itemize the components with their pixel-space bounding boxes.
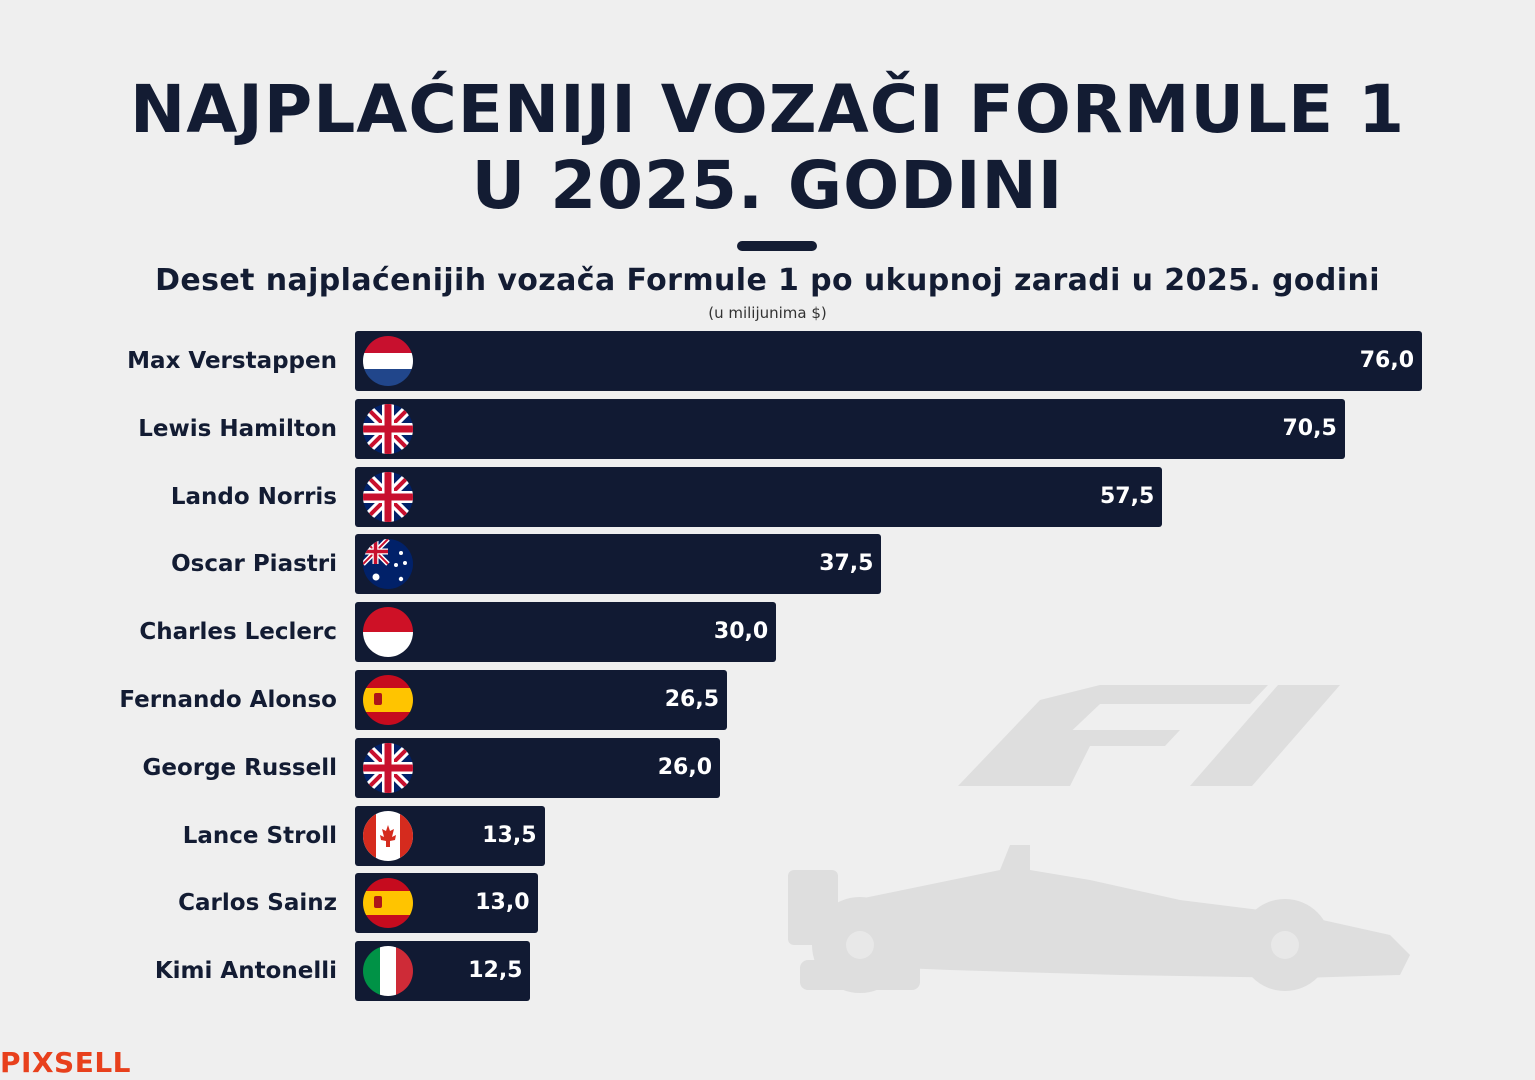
bar: 70,5 [355, 398, 1345, 459]
driver-label: Oscar Piastri [171, 551, 337, 578]
italy-flag-icon [363, 946, 413, 997]
bar: 76,0 [355, 331, 1422, 391]
driver-label: Kimi Antonelli [154, 958, 337, 985]
bar: 13,0 [355, 873, 538, 934]
bar: 26,5 [355, 670, 728, 730]
bar-value-label: 26,5 [664, 687, 720, 712]
driver-label: Lewis Hamilton [138, 415, 337, 442]
title-divider [737, 241, 817, 251]
driver-label: Max Verstappen [127, 348, 337, 374]
driver-label: Fernando Alonso [119, 687, 337, 713]
bar: 37,5 [355, 534, 882, 595]
title-line-2: U 2025. GODINI [471, 147, 1064, 224]
bar-value-label: 57,5 [1099, 483, 1155, 509]
driver-label: Carlos Sainz [178, 890, 337, 917]
driver-label: George Russell [142, 754, 337, 781]
driver-label: Lance Stroll [182, 822, 337, 849]
monaco-flag-icon [363, 607, 413, 658]
bar-value-label: 30,0 [713, 619, 769, 645]
uk-flag-icon [363, 471, 413, 522]
driver-label: Charles Leclerc [139, 619, 337, 646]
bar-value-label: 37,5 [819, 551, 874, 577]
australia-flag-icon [363, 539, 413, 590]
page-title: NAJPLAĆENIJI VOZAČI FORMULE 1 U 2025. GO… [0, 72, 1535, 224]
title-line-1: NAJPLAĆENIJI VOZAČI FORMULE 1 [129, 71, 1406, 148]
bar-value-label: 26,0 [657, 754, 713, 780]
bar: 26,0 [355, 737, 721, 798]
uk-flag-icon [363, 742, 413, 793]
bar: 57,5 [355, 466, 1163, 527]
bar-value-label: 12,5 [468, 958, 523, 984]
bar-value-label: 70,5 [1282, 415, 1337, 441]
pixsell-logo: PIXSELL [0, 1046, 132, 1079]
driver-label: Lando Norris [170, 483, 337, 510]
spain-flag-icon [363, 675, 413, 725]
uk-flag-icon [363, 403, 413, 454]
bar-value-label: 13,0 [475, 890, 530, 916]
canada-flag-icon [363, 810, 413, 861]
unit-note: (u milijunima $) [708, 304, 827, 322]
bar: 12,5 [355, 941, 531, 1002]
bar: 13,5 [355, 805, 545, 866]
bar-value-label: 76,0 [1359, 348, 1414, 373]
bar: 30,0 [355, 602, 777, 663]
netherlands-flag-icon [363, 336, 413, 386]
spain-flag-icon [363, 878, 413, 929]
bar-value-label: 13,5 [482, 822, 537, 848]
chart-subtitle: Deset najplaćenijih vozača Formule 1 po … [155, 263, 1380, 298]
